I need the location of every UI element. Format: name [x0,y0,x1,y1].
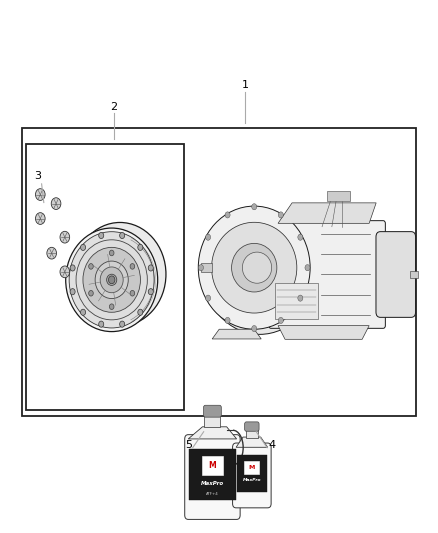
Circle shape [88,290,93,296]
Circle shape [198,264,204,271]
Text: M: M [249,465,255,470]
Circle shape [70,265,75,271]
Ellipse shape [242,252,272,283]
Bar [189,449,236,499]
Ellipse shape [69,232,154,328]
Bar [246,429,258,438]
Circle shape [35,189,45,200]
Text: 3: 3 [34,171,41,181]
Ellipse shape [66,228,158,332]
Circle shape [305,264,310,271]
Circle shape [225,212,230,218]
Circle shape [298,295,303,301]
Circle shape [81,309,85,316]
Bar [327,191,350,201]
Circle shape [99,232,104,239]
FancyBboxPatch shape [376,232,416,317]
Circle shape [120,232,125,239]
Text: MaxPro: MaxPro [243,478,261,482]
Ellipse shape [232,244,277,292]
Bar [205,414,220,427]
Circle shape [60,266,70,278]
Ellipse shape [100,267,123,293]
Text: 2: 2 [110,102,117,111]
Circle shape [130,264,135,269]
Text: MaxPro: MaxPro [201,481,224,486]
Circle shape [278,212,283,218]
Ellipse shape [74,222,166,326]
Circle shape [47,247,57,259]
Circle shape [88,264,93,269]
Bar [26,144,184,410]
Circle shape [110,304,114,310]
Circle shape [138,309,143,316]
Circle shape [120,321,125,327]
Ellipse shape [204,211,316,334]
Circle shape [205,295,211,301]
Circle shape [60,231,70,243]
Bar [237,455,267,492]
Text: 5: 5 [185,440,192,450]
Circle shape [252,326,257,332]
Text: 1: 1 [242,80,249,90]
Bar [410,271,418,278]
FancyBboxPatch shape [204,405,221,417]
FancyBboxPatch shape [185,435,240,519]
Polygon shape [278,326,369,340]
Circle shape [70,289,75,295]
Circle shape [252,204,257,210]
Circle shape [298,234,303,240]
Bar [22,128,416,416]
FancyBboxPatch shape [245,422,259,431]
Polygon shape [188,427,237,439]
Circle shape [51,198,61,209]
Ellipse shape [198,206,310,329]
Ellipse shape [95,261,128,298]
Bar [244,461,259,474]
Circle shape [278,317,283,324]
Text: ATF+4: ATF+4 [206,492,219,496]
Text: 4: 4 [268,440,275,450]
Ellipse shape [212,222,297,313]
Text: M: M [208,461,216,470]
Polygon shape [278,203,376,223]
Circle shape [110,250,114,256]
Bar [275,283,318,319]
Circle shape [35,213,45,224]
Circle shape [99,321,104,327]
Circle shape [225,317,230,324]
Polygon shape [236,437,268,447]
Bar [201,263,212,272]
Circle shape [205,234,211,240]
Bar [201,456,223,475]
Polygon shape [212,329,261,339]
FancyBboxPatch shape [233,443,271,508]
FancyBboxPatch shape [269,221,385,328]
Ellipse shape [83,247,141,312]
Circle shape [130,290,135,296]
Circle shape [81,244,85,251]
Ellipse shape [76,240,147,320]
Circle shape [138,244,143,251]
Circle shape [148,265,153,271]
Circle shape [148,289,153,295]
Circle shape [109,276,115,284]
Ellipse shape [106,274,117,286]
